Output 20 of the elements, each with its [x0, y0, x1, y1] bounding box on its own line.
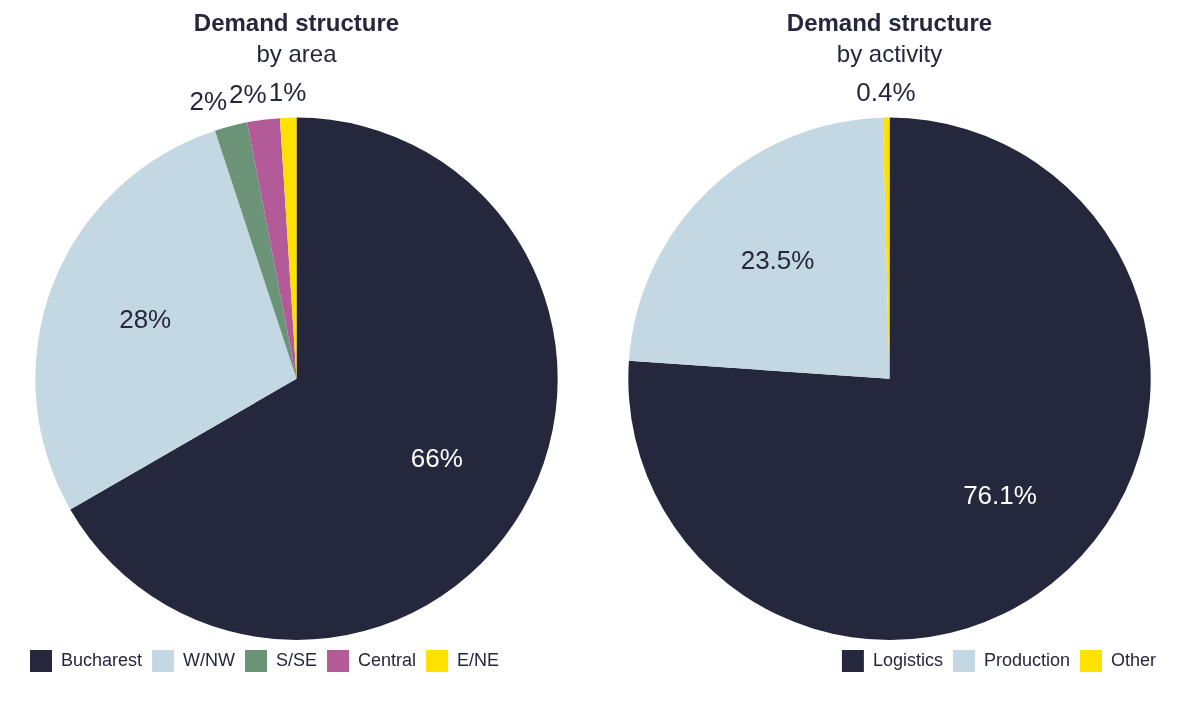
legend-label: E/NE	[457, 649, 500, 670]
data-label: 76.1%	[963, 480, 1037, 511]
legend-label: W/NW	[183, 649, 236, 670]
data-label: 28%	[119, 304, 172, 335]
legend-label: Logistics	[872, 649, 943, 670]
chart-subtitle: by activity	[836, 39, 943, 67]
legend-label: S/SE	[276, 649, 318, 670]
data-label: 2%	[229, 79, 267, 110]
legend-label: Other	[1110, 649, 1157, 670]
chart-subtitle: by area	[256, 39, 338, 67]
data-label: 66%	[410, 442, 463, 473]
legend-label: Central	[358, 649, 417, 670]
data-label: 2%	[189, 85, 228, 116]
data-label: 23.5%	[740, 244, 815, 275]
legend-label: Bucharest	[61, 649, 143, 670]
legend-label: Production	[983, 649, 1070, 670]
chart-title: Demand structure	[193, 9, 400, 37]
data-label: 0.4%	[856, 76, 916, 107]
data-label: 1%	[268, 76, 307, 107]
chart-title: Demand structure	[786, 9, 993, 37]
